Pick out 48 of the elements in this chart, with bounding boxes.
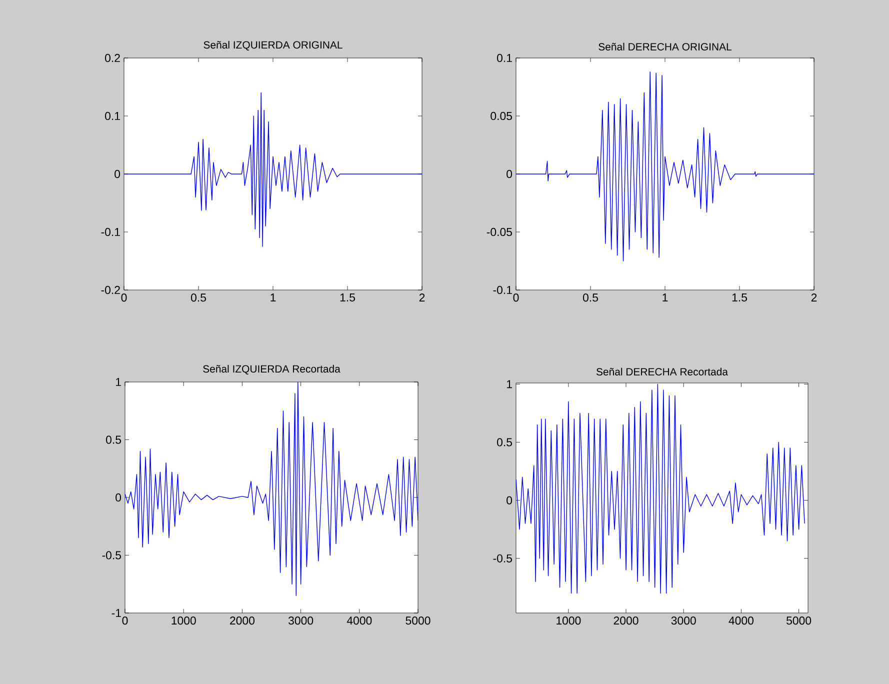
x-tick-label: 1 xyxy=(270,294,276,302)
y-tick-label: 0.5 xyxy=(106,436,122,444)
y-tick-label: -0.1 xyxy=(101,228,120,236)
y-tick-label: -0.5 xyxy=(102,551,122,560)
x-tick-label: 0 xyxy=(121,294,127,302)
x-tick-label: 0 xyxy=(513,294,519,302)
line-series xyxy=(516,384,805,594)
y-tick-label: 0 xyxy=(116,493,122,502)
y-tick-label: 0.5 xyxy=(497,438,512,446)
x-tick-label: 4000 xyxy=(728,616,754,625)
y-tick-label: 0 xyxy=(506,170,512,178)
x-tick-label: 2000 xyxy=(614,616,638,625)
y-tick-label: 1 xyxy=(506,380,512,388)
x-tick-label: 3000 xyxy=(671,616,696,625)
x-tick-label: 1.5 xyxy=(732,294,747,302)
x-tick-label: 2 xyxy=(811,294,817,302)
line-series xyxy=(516,72,814,262)
y-tick-label: -0.05 xyxy=(486,228,512,236)
y-tick-label: -0.5 xyxy=(493,554,512,562)
y-tick-label: 0 xyxy=(114,170,120,178)
y-tick-label: -1 xyxy=(112,609,121,617)
x-tick-label: 1000 xyxy=(172,616,196,625)
y-tick-label: 0.05 xyxy=(490,112,512,120)
x-tick-label: 2 xyxy=(419,294,425,302)
x-tick-label: 3000 xyxy=(288,616,314,625)
y-tick-label: 0.1 xyxy=(105,112,120,120)
x-tick-label: 2000 xyxy=(230,616,254,625)
x-tick-label: 4000 xyxy=(346,616,372,625)
x-tick-label: 1000 xyxy=(556,616,581,625)
x-tick-label: 5000 xyxy=(406,616,430,625)
x-tick-label: 0 xyxy=(122,616,128,625)
x-tick-label: 1 xyxy=(662,294,668,302)
x-tick-label: 1.5 xyxy=(340,294,355,302)
y-tick-label: 0.2 xyxy=(105,54,120,62)
x-tick-label: 0.5 xyxy=(191,294,206,302)
line-series xyxy=(124,92,422,247)
y-tick-label: 0.1 xyxy=(497,54,512,62)
chart-title: Señal DERECHA ORIGINAL xyxy=(598,42,732,50)
x-tick-label: 0.5 xyxy=(583,294,598,302)
y-tick-label: -0.2 xyxy=(101,286,120,294)
x-tick-label: 5000 xyxy=(786,616,812,625)
chart-title: Señal DERECHA Recortada xyxy=(596,368,728,376)
y-tick-label: 1 xyxy=(116,378,121,386)
y-tick-label: 0 xyxy=(506,496,512,504)
chart-title: Señal IZQUIERDA ORIGINAL xyxy=(204,40,342,50)
line-series xyxy=(125,382,418,596)
y-tick-label: -0.1 xyxy=(493,286,512,294)
chart-title: Señal IZQUIERDA Recortada xyxy=(203,364,340,374)
